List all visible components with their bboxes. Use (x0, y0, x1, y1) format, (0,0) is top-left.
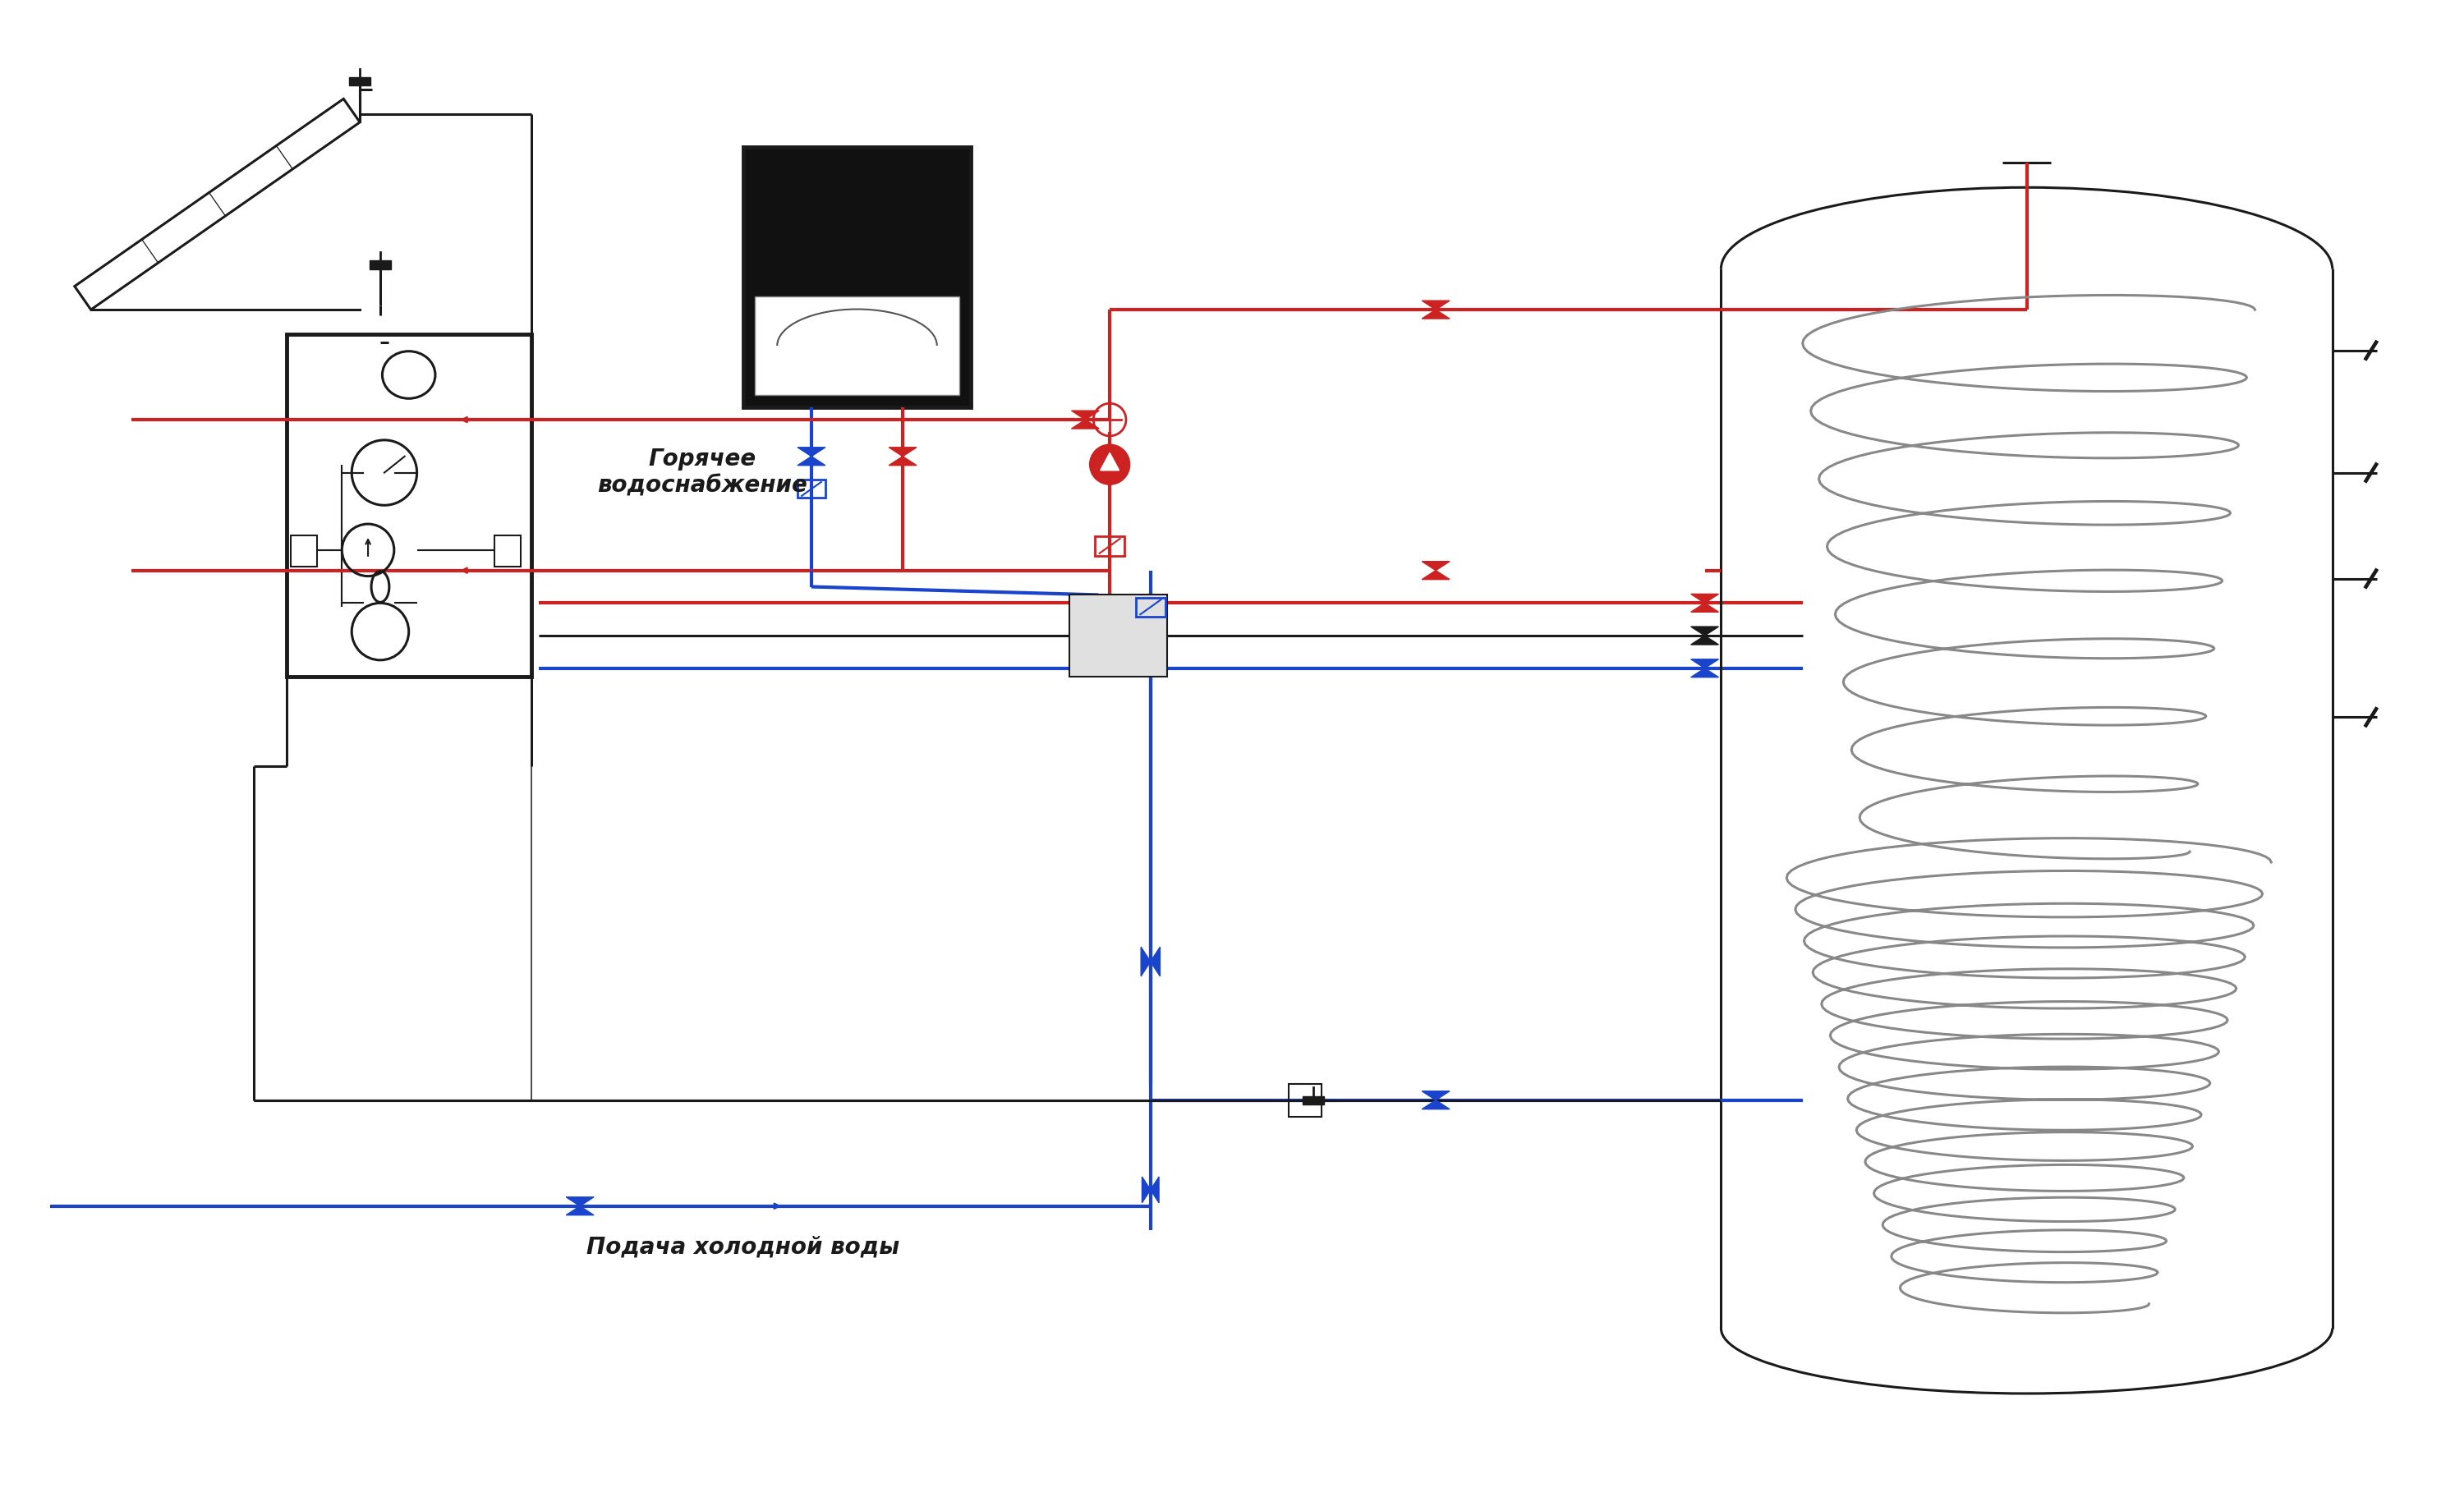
Bar (1094, 536, 1124, 555)
Text: Горячее
водоснабжение: Горячее водоснабжение (596, 448, 808, 497)
Polygon shape (1690, 627, 1717, 636)
Bar (744, 147, 971, 407)
Polygon shape (1072, 419, 1099, 428)
Polygon shape (1422, 1100, 1449, 1109)
Polygon shape (798, 448, 825, 457)
Text: Подача холодной воды: Подача холодной воды (586, 1235, 899, 1259)
Polygon shape (1690, 603, 1717, 612)
Bar (291, 536, 318, 566)
Polygon shape (1422, 310, 1449, 319)
Polygon shape (1101, 452, 1119, 470)
Polygon shape (1422, 1091, 1449, 1100)
Bar (350, 78, 370, 85)
Bar (286, 334, 532, 677)
Polygon shape (567, 1198, 594, 1207)
Polygon shape (1422, 561, 1449, 570)
Bar (798, 481, 825, 499)
Circle shape (1089, 445, 1129, 484)
Polygon shape (798, 457, 825, 466)
Bar (1136, 597, 1165, 617)
Polygon shape (1422, 570, 1449, 579)
Polygon shape (1072, 410, 1099, 419)
Bar (1303, 1096, 1323, 1105)
Polygon shape (1141, 948, 1151, 976)
Polygon shape (1141, 1177, 1151, 1202)
Polygon shape (1151, 1177, 1158, 1202)
Polygon shape (567, 1207, 594, 1216)
Bar (1289, 1084, 1321, 1117)
Polygon shape (890, 457, 917, 466)
Polygon shape (1690, 659, 1717, 668)
Bar (370, 260, 392, 269)
Bar (495, 536, 520, 566)
Bar (754, 296, 958, 395)
Polygon shape (1151, 948, 1161, 976)
Polygon shape (1690, 636, 1717, 645)
Polygon shape (1422, 301, 1449, 310)
Polygon shape (1690, 668, 1717, 677)
Polygon shape (1690, 594, 1717, 603)
Bar (1069, 594, 1168, 677)
Polygon shape (890, 448, 917, 457)
